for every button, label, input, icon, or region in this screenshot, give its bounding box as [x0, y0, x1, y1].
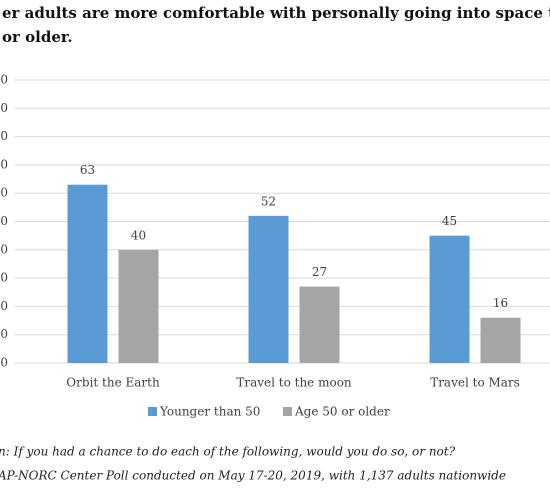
y-tick-label: 100 [0, 73, 8, 87]
y-tick-label: 50 [0, 214, 8, 228]
data-label: 16 [493, 296, 508, 310]
y-tick-label: 60 [0, 186, 8, 200]
legend-swatch [283, 407, 292, 416]
y-tick-label: 0 [0, 356, 8, 370]
legend-label: Age 50 or older [294, 405, 390, 419]
legend-label: Younger than 50 [159, 405, 260, 419]
y-tick-label: 10 [0, 327, 8, 341]
legend-swatch [148, 407, 157, 416]
bar [299, 286, 340, 363]
data-label: 52 [261, 194, 276, 208]
chart-title: or older. [2, 28, 73, 46]
note: n: If you had a chance to do each of the… [0, 445, 456, 459]
bar [118, 249, 159, 363]
y-tick-label: 70 [0, 157, 8, 171]
x-tick-label: Travel to Mars [430, 376, 520, 390]
bar [67, 184, 108, 363]
x-tick-label: Travel to the moon [236, 376, 352, 390]
bar [248, 215, 289, 363]
y-tick-label: 40 [0, 242, 8, 256]
bar [480, 317, 521, 363]
y-tick-label: 30 [0, 271, 8, 285]
y-tick-label: 90 [0, 101, 8, 115]
bar [429, 235, 470, 363]
data-label: 40 [131, 228, 146, 242]
y-tick-label: 80 [0, 129, 8, 143]
data-label: 45 [442, 214, 457, 228]
y-tick-label: 20 [0, 299, 8, 313]
note: AP-NORC Center Poll conducted on May 17-… [0, 469, 506, 483]
data-label: 63 [80, 163, 95, 177]
chart-title: er adults are more comfortable with pers… [2, 4, 550, 22]
data-label: 27 [312, 265, 327, 279]
x-tick-label: Orbit the Earth [66, 376, 160, 390]
